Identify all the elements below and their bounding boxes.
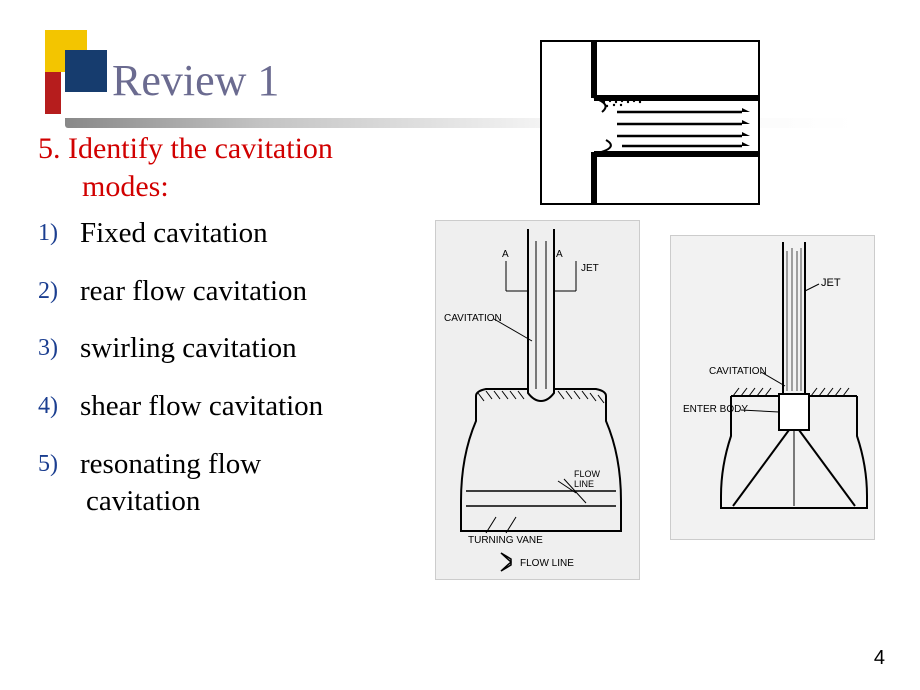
label-cavitation-left: CAVITATION (444, 313, 502, 324)
label-flowline-small-1: FLOW (574, 469, 601, 479)
deco-square-navy (65, 50, 107, 92)
label-cavitation-right: CAVITATION (709, 366, 767, 377)
option-5: 5) resonating flow cavitation (38, 446, 408, 521)
deco-square-red (45, 72, 61, 114)
question-line-2: modes: (38, 168, 398, 206)
diagram-right: JET CAVITATION ENTER BODY (670, 235, 875, 540)
slide: Review 1 5. Identify the cavitation mode… (0, 0, 920, 690)
label-jet-right: JET (821, 277, 841, 289)
option-2: 2) rear flow cavitation (38, 273, 408, 311)
option-number: 4) (38, 391, 58, 422)
option-number: 5) (38, 449, 58, 480)
question-line-1: 5. Identify the cavitation (38, 132, 333, 165)
diagram-top (540, 40, 760, 205)
diagram-right-svg: JET CAVITATION ENTER BODY (671, 236, 876, 541)
option-3: 3) swirling cavitation (38, 330, 408, 368)
option-4: 4) shear flow cavitation (38, 388, 408, 426)
option-text: shear flow cavitation (80, 390, 323, 422)
option-text-cont: cavitation (80, 483, 408, 521)
label-a2: A (556, 249, 563, 260)
option-text: rear flow cavitation (80, 275, 307, 307)
option-1: 1) Fixed cavitation (38, 215, 408, 253)
option-number: 3) (38, 333, 58, 364)
label-a1: A (502, 249, 509, 260)
page-number: 4 (874, 647, 885, 670)
diagram-top-svg (542, 42, 758, 203)
question-text: 5. Identify the cavitation modes: (38, 130, 398, 205)
option-number: 2) (38, 276, 58, 307)
diagram-left-svg: A A JET CAVITATION (436, 221, 641, 581)
option-text: resonating flow (80, 448, 261, 480)
diagram-left: A A JET CAVITATION (435, 220, 640, 580)
label-enter-body: ENTER BODY (683, 404, 748, 415)
label-turning-vane: TURNING VANE (468, 535, 543, 546)
label-jet-left: JET (581, 263, 599, 274)
page-title: Review 1 (112, 55, 279, 106)
options-list: 1) Fixed cavitation 2) rear flow cavitat… (38, 215, 408, 541)
label-flowline-small-2: LINE (574, 479, 594, 489)
option-text: Fixed cavitation (80, 217, 268, 249)
option-text: swirling cavitation (80, 332, 297, 364)
option-number: 1) (38, 218, 58, 249)
label-flowline-bottom: FLOW LINE (520, 558, 574, 569)
